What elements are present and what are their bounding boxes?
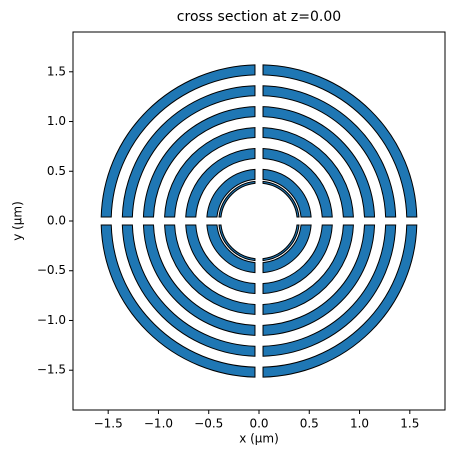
y-tick-label: 1.0: [47, 114, 66, 128]
x-axis-label: x (µm): [239, 432, 279, 446]
y-tick-label: 0.0: [47, 214, 66, 228]
ring-segment: [262, 64, 418, 218]
y-tick-label: −1.5: [37, 363, 66, 377]
y-tick-label: 1.5: [47, 64, 66, 78]
ring-segment: [142, 106, 256, 218]
ring-segment: [262, 106, 376, 218]
ring-segment: [262, 85, 397, 218]
ring-segment: [262, 147, 333, 218]
y-tick-label: −0.5: [37, 263, 66, 277]
x-tick-label: 0.0: [249, 417, 268, 431]
ring-segment: [164, 127, 256, 218]
y-tick-label: 0.5: [47, 164, 66, 178]
ring-segment: [262, 224, 333, 295]
ring-segment: [206, 224, 256, 274]
ring-segment: [218, 224, 256, 262]
x-tick-label: −0.5: [194, 417, 223, 431]
ring-segment: [100, 224, 256, 378]
ring-segment: [164, 224, 256, 315]
ring-segment: [218, 180, 256, 218]
ring-segment: [262, 180, 300, 218]
ring-segment: [262, 224, 312, 274]
ring-segment: [262, 127, 354, 218]
ring-segment: [185, 224, 256, 295]
x-tick-label: −1.5: [94, 417, 123, 431]
y-tick-label: −1.0: [37, 313, 66, 327]
x-tick-label: 1.5: [400, 417, 419, 431]
ring-segment: [262, 224, 300, 262]
x-tick-label: −1.0: [144, 417, 173, 431]
ring-segment: [185, 147, 256, 218]
x-tick-label: 0.5: [300, 417, 319, 431]
ring-segment: [262, 224, 418, 378]
plot-frame: [72, 31, 446, 411]
y-axis-label: y (µm): [11, 201, 25, 241]
ring-segment: [121, 85, 256, 218]
ring-segment: [262, 224, 397, 357]
ring-segment: [100, 64, 256, 218]
x-tick-label: 1.0: [350, 417, 369, 431]
chart-title: cross section at z=0.00: [177, 9, 341, 25]
ring-segment: [142, 224, 256, 336]
ring-segment: [262, 168, 312, 218]
ring-segment: [262, 224, 354, 315]
ring-segment: [206, 168, 256, 218]
ring-segment: [121, 224, 256, 357]
ring-segment: [262, 224, 376, 336]
